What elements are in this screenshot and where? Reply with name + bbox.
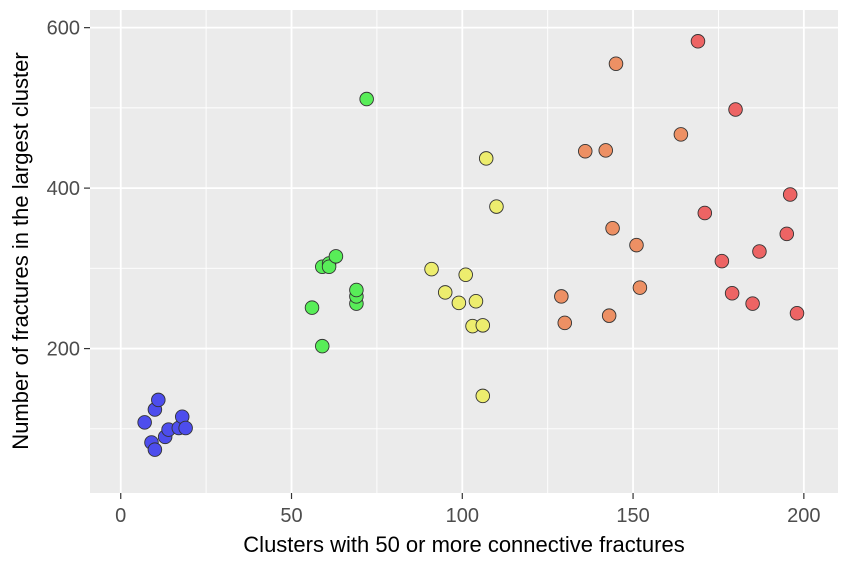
scatter-point — [151, 392, 166, 408]
x-axis-title: Clusters with 50 or more connective frac… — [243, 532, 684, 557]
scatter-point — [605, 220, 620, 236]
scatter-point — [578, 143, 593, 159]
scatter-point — [424, 261, 439, 277]
scatter-point — [147, 442, 163, 457]
scatter-point — [724, 285, 740, 301]
scatter-point — [475, 388, 491, 404]
scatter-point — [779, 226, 795, 242]
x-tick-label: 50 — [280, 505, 302, 527]
plot-panel — [90, 10, 838, 493]
data-points — [137, 34, 805, 457]
scatter-point — [475, 318, 491, 333]
scatter-point — [728, 102, 743, 117]
scatter-point — [304, 300, 320, 315]
scatter-point — [557, 315, 573, 331]
y-tick-label: 200 — [47, 339, 80, 361]
y-tick-label: 400 — [47, 178, 80, 200]
scatter-point — [697, 205, 713, 221]
scatter-point — [629, 237, 644, 253]
y-axis-title: Number of fractures in the largest clust… — [8, 52, 33, 449]
scatter-point — [782, 187, 798, 202]
scatter-point — [690, 34, 706, 49]
y-tick-label: 600 — [47, 18, 80, 40]
scatter-point — [437, 285, 453, 300]
x-tick-labels: 0 50 100 150 200 — [115, 505, 820, 527]
major-gridlines — [90, 10, 838, 493]
scatter-point — [752, 244, 767, 259]
scatter-point — [745, 296, 760, 311]
scatter-point — [468, 293, 484, 309]
scatter-point — [349, 282, 364, 298]
scatter-point — [673, 127, 689, 142]
scatter-point — [714, 253, 730, 269]
scatter-point — [359, 91, 374, 107]
scatter-point — [458, 267, 473, 283]
scatter-point — [328, 249, 344, 264]
x-tick-label: 100 — [446, 505, 479, 527]
scatter-point — [137, 415, 152, 430]
scatter-point — [789, 306, 805, 321]
scatter-point — [478, 151, 494, 166]
x-tick-label: 0 — [115, 505, 126, 527]
scatter-point — [315, 338, 330, 354]
axis-ticks — [84, 27, 805, 499]
x-tick-label: 150 — [616, 505, 649, 527]
scatter-point — [489, 199, 504, 214]
scatter-point — [608, 56, 624, 72]
scatter-point — [601, 308, 617, 323]
scatter-point — [451, 295, 467, 311]
x-tick-label: 200 — [787, 505, 820, 527]
y-tick-labels: 200 400 600 — [47, 18, 80, 361]
scatter-point — [178, 420, 193, 436]
scatter-point — [321, 259, 337, 274]
scatter-point — [598, 143, 613, 158]
scatter-point — [632, 280, 648, 295]
scatter-point — [554, 289, 569, 304]
